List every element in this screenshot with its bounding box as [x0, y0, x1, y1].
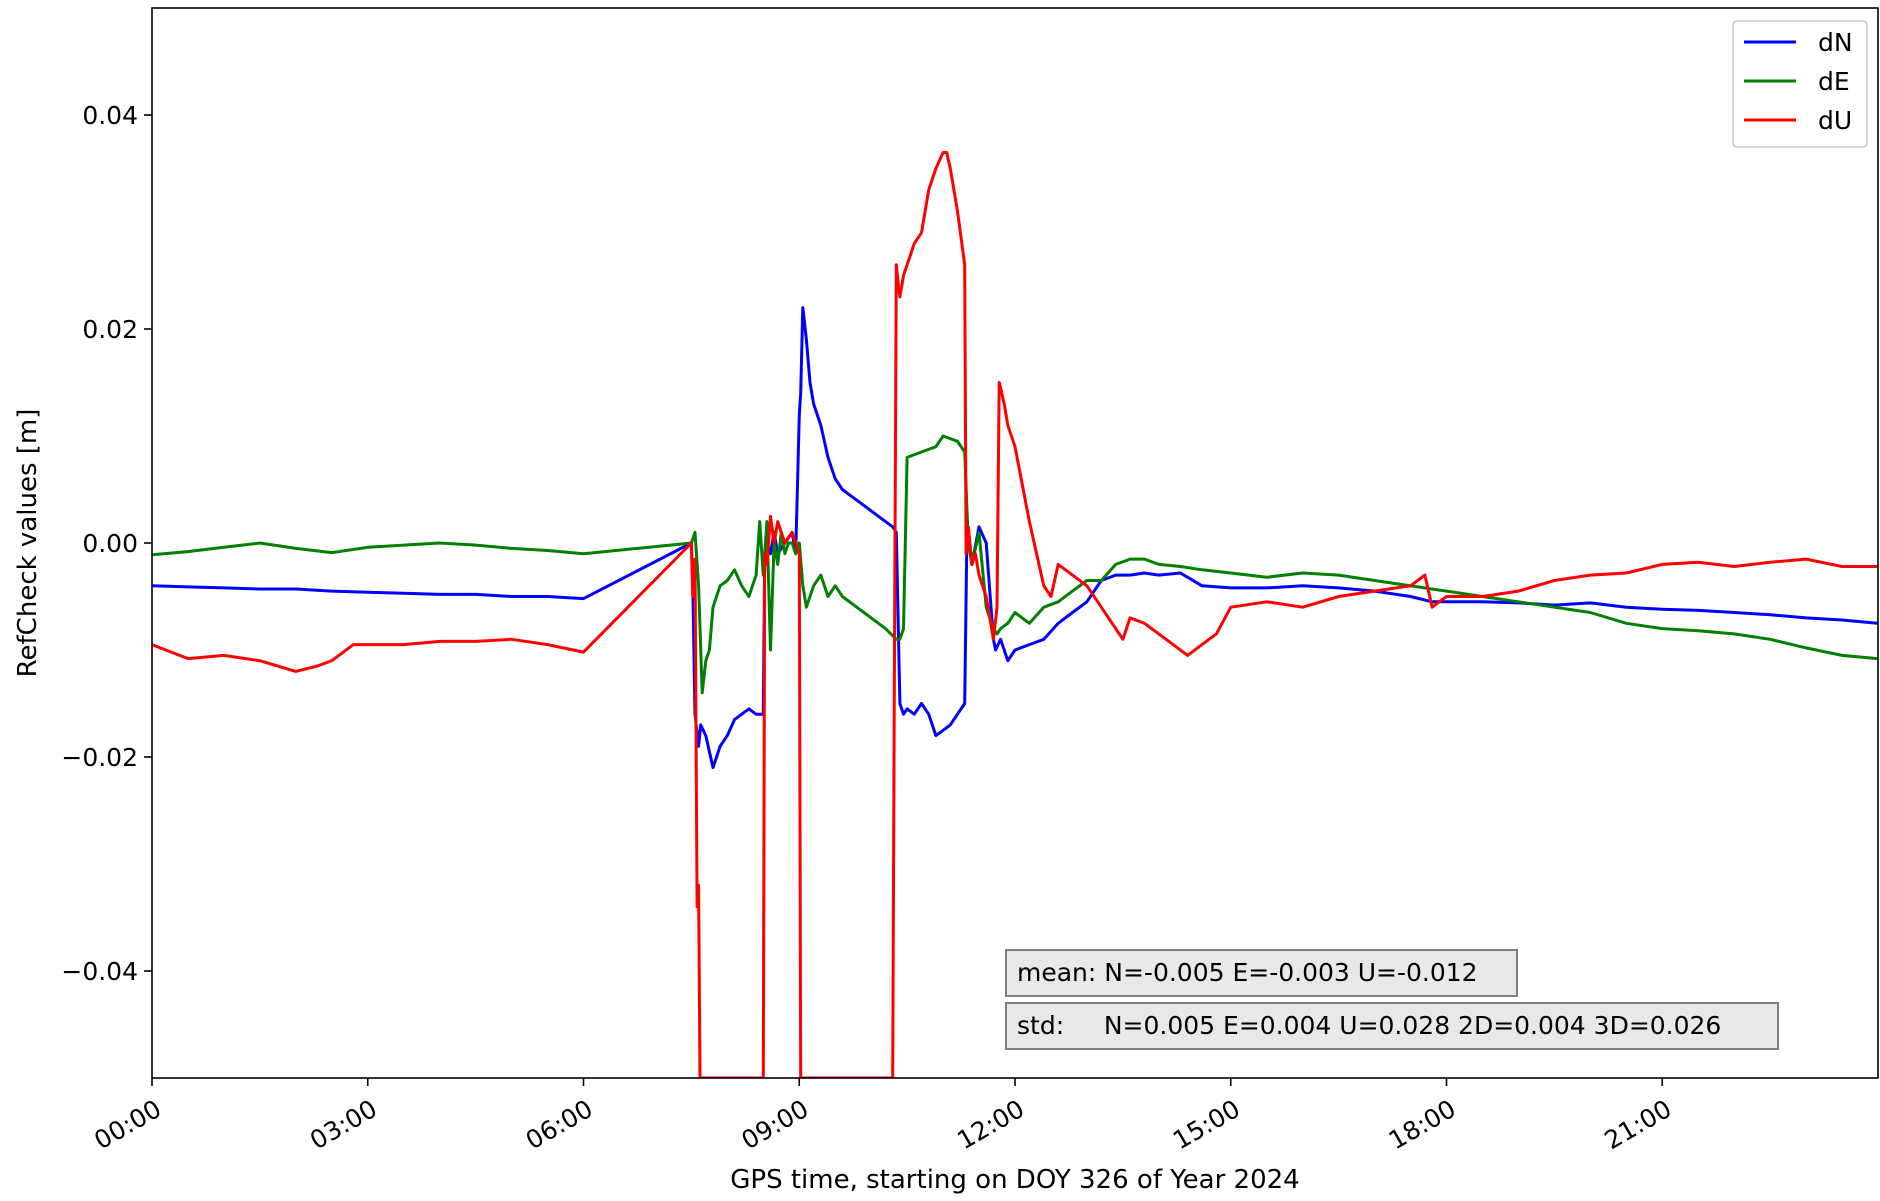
x-axis-label: GPS time, starting on DOY 326 of Year 20… — [730, 1165, 1299, 1195]
stats-mean-text: mean: N=-0.005 E=-0.003 U=-0.012 — [1017, 958, 1478, 987]
y-tick-label: −0.04 — [61, 957, 138, 986]
series-layer — [152, 151, 1878, 1078]
y-tick-label: 0.00 — [82, 529, 138, 558]
legend-label-dU: dU — [1818, 106, 1852, 135]
legend-label-dN: dN — [1818, 28, 1853, 57]
y-axis-label: RefCheck values [m] — [13, 409, 43, 678]
stats-std-box: std: N=0.005 E=0.004 U=0.028 2D=0.004 3D… — [1005, 1002, 1779, 1050]
y-tick-label: −0.02 — [61, 743, 138, 772]
y-tick-label: 0.04 — [82, 101, 138, 130]
series-line-dN — [152, 306, 1878, 770]
series-line-dU — [152, 151, 1878, 1078]
y-axis-ticks: −0.04 −0.02 0.00 0.02 0.04 — [61, 101, 152, 986]
legend: dN dE dU — [1732, 20, 1868, 148]
y-tick-label: 0.02 — [82, 315, 138, 344]
legend-box — [1732, 20, 1868, 148]
stats-std-text: std: N=0.005 E=0.004 U=0.028 2D=0.004 3D… — [1017, 1011, 1721, 1040]
legend-label-dE: dE — [1818, 67, 1850, 96]
stats-mean-box: mean: N=-0.005 E=-0.003 U=-0.012 — [1005, 949, 1518, 997]
series-line-dE — [152, 434, 1878, 695]
